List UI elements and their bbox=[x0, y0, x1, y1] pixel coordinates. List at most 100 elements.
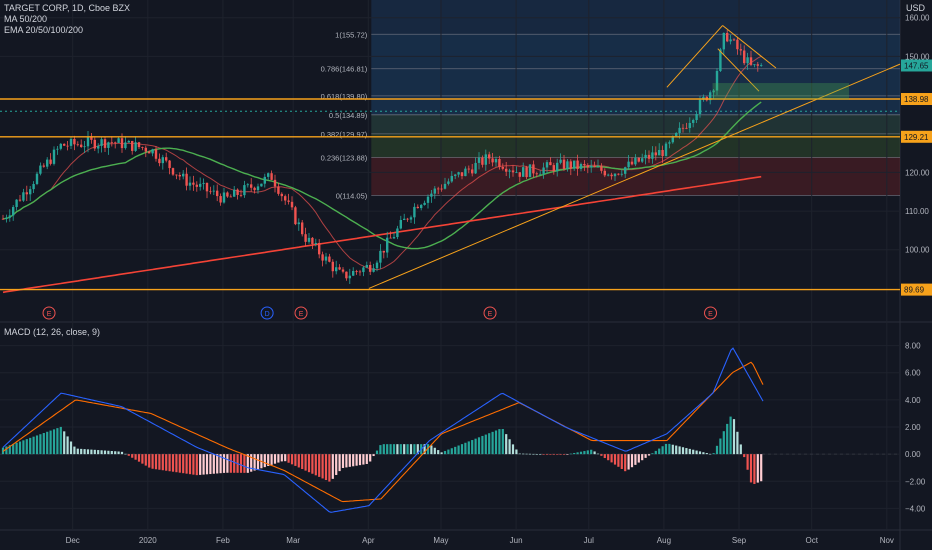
macd-histogram-bar bbox=[664, 443, 668, 455]
macd-histogram-bar bbox=[454, 446, 457, 455]
macd-histogram-bar bbox=[732, 419, 736, 455]
macd-histogram-bar bbox=[528, 453, 532, 455]
candle-body bbox=[736, 39, 739, 50]
candle-body bbox=[416, 206, 419, 209]
macd-histogram-bar bbox=[573, 452, 576, 455]
candle-body bbox=[471, 169, 474, 174]
macd-histogram-bar bbox=[256, 454, 260, 470]
macd-histogram-bar bbox=[375, 450, 379, 455]
macd-histogram-bar bbox=[491, 431, 494, 455]
candle-body bbox=[222, 192, 226, 203]
candle-body bbox=[311, 237, 314, 245]
macd-histogram-bar bbox=[25, 439, 28, 455]
candle-body bbox=[304, 234, 307, 242]
price-axis-label: 120.00 bbox=[905, 168, 930, 177]
macd-histogram-bar bbox=[637, 454, 640, 463]
macd-histogram-bar bbox=[110, 451, 113, 455]
ma-200-line bbox=[2, 175, 762, 294]
candle-body bbox=[715, 70, 719, 91]
candle-body bbox=[233, 189, 236, 197]
candle-body bbox=[42, 165, 45, 167]
candle-body bbox=[627, 161, 630, 168]
macd-histogram-bar bbox=[294, 454, 297, 466]
candle-body bbox=[192, 182, 195, 185]
candle-body bbox=[294, 207, 297, 225]
candle-body bbox=[86, 137, 90, 147]
macd-histogram-bar bbox=[233, 454, 236, 473]
candle-body bbox=[25, 192, 28, 195]
fib-level-label: 0.786(146.81) bbox=[321, 65, 368, 74]
macd-histogram-bar bbox=[651, 453, 654, 455]
candle-body bbox=[243, 185, 246, 196]
candle-body bbox=[120, 138, 124, 149]
macd-histogram-bar bbox=[559, 454, 562, 455]
candle-body bbox=[654, 152, 657, 156]
time-axis-label: Sep bbox=[732, 536, 747, 545]
macd-histogram-bar bbox=[518, 453, 521, 455]
symbol-title[interactable]: TARGET CORP, 1D, Cboe BZX bbox=[4, 3, 131, 13]
macd-histogram-bar bbox=[403, 444, 406, 455]
candle-body bbox=[260, 183, 263, 187]
candle-body bbox=[328, 256, 331, 262]
macd-histogram-bar bbox=[552, 454, 555, 455]
macd-histogram-bar bbox=[304, 454, 307, 471]
macd-histogram-bar bbox=[576, 452, 579, 455]
macd-histogram-bar bbox=[702, 452, 705, 455]
target-zone-box bbox=[712, 83, 850, 100]
macd-legend[interactable]: MACD (12, 26, close, 9) bbox=[4, 327, 101, 337]
ema-legend[interactable]: EMA 20/50/100/200 bbox=[4, 25, 84, 35]
macd-histogram-bar bbox=[222, 454, 226, 473]
candle-body bbox=[56, 148, 59, 150]
macd-histogram-bar bbox=[760, 454, 763, 482]
candle-body bbox=[593, 165, 596, 168]
candle-body bbox=[76, 144, 79, 146]
macd-histogram-bar bbox=[69, 441, 73, 455]
ma-legend[interactable]: MA 50/200 bbox=[4, 14, 48, 24]
macd-histogram-bar bbox=[715, 445, 719, 455]
macd-histogram-bar bbox=[171, 454, 175, 472]
candle-body bbox=[175, 174, 178, 176]
candle-body bbox=[202, 182, 205, 184]
macd-histogram-bar bbox=[280, 454, 283, 462]
fib-zone bbox=[371, 114, 900, 134]
event-marker-label: E bbox=[299, 311, 304, 318]
macd-histogram-bar bbox=[341, 454, 345, 468]
candle-body bbox=[491, 158, 494, 163]
macd-histogram-bar bbox=[76, 448, 79, 455]
candle-body bbox=[695, 113, 698, 121]
candle-body bbox=[501, 166, 504, 169]
macd-histogram-bar bbox=[324, 454, 328, 481]
macd-histogram-bar bbox=[392, 444, 396, 455]
macd-histogram-bar bbox=[464, 442, 467, 455]
macd-axis-label: −4.00 bbox=[905, 504, 926, 513]
candle-body bbox=[335, 267, 338, 272]
macd-histogram-bar bbox=[192, 454, 195, 475]
macd-histogram-bar bbox=[654, 450, 657, 455]
price-axis-label: 160.00 bbox=[905, 14, 930, 23]
candle-body bbox=[583, 163, 586, 166]
candle-body bbox=[117, 138, 120, 143]
candle-body bbox=[290, 201, 294, 208]
candle-body bbox=[199, 183, 202, 187]
candle-body bbox=[205, 182, 209, 192]
macd-histogram-bar bbox=[277, 454, 280, 463]
macd-histogram-bar bbox=[32, 436, 35, 455]
price-axis-label: 100.00 bbox=[905, 246, 930, 255]
candle-body bbox=[430, 193, 433, 197]
candle-body bbox=[610, 174, 613, 177]
candle-body bbox=[566, 161, 569, 169]
macd-histogram-bar bbox=[634, 454, 637, 465]
macd-histogram-bar bbox=[671, 444, 674, 455]
candle-body bbox=[188, 182, 192, 186]
macd-histogram-bar bbox=[525, 453, 528, 455]
macd-histogram-bar bbox=[579, 451, 583, 455]
candle-body bbox=[239, 194, 243, 196]
macd-histogram-bar bbox=[321, 454, 324, 479]
event-marker bbox=[294, 306, 308, 320]
macd-axis-label: 4.00 bbox=[905, 396, 921, 405]
candle-body bbox=[134, 142, 137, 151]
candle-body bbox=[226, 192, 229, 197]
macd-histogram-bar bbox=[681, 447, 685, 455]
macd-histogram-bar bbox=[566, 454, 569, 455]
